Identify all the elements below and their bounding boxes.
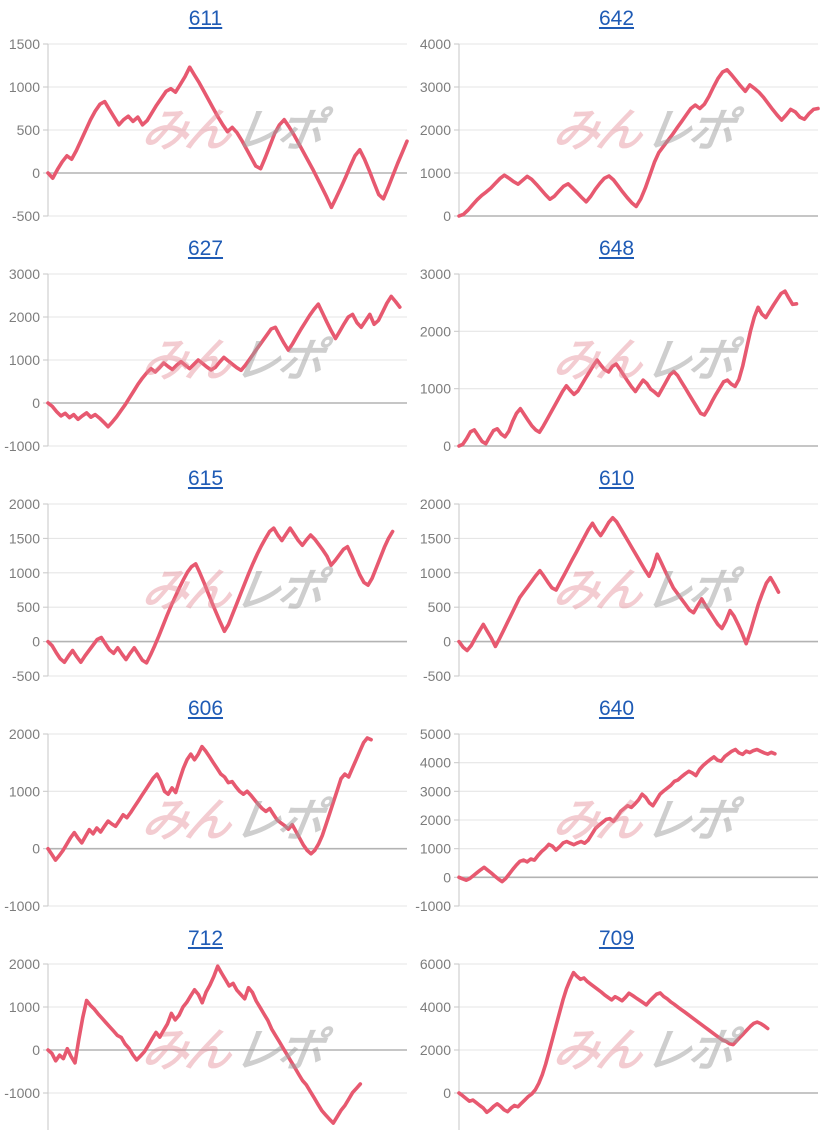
svg-text:0: 0 [32,1042,40,1058]
chart-svg: 1500 1000 500 0 -500 [9,36,409,224]
svg-text:0: 0 [443,634,451,650]
svg-text:-1000: -1000 [4,1085,40,1101]
chart-cell-611: 611 1500 1000 500 0 -500 みんレポ [0,0,411,230]
chart-svg: 5000 4000 3000 2000 1000 0 -1000 [415,726,818,914]
chart-cell-627: 627 3000 2000 1000 0 -1000 みんレポ [0,230,411,460]
svg-text:-1000: -1000 [4,438,40,454]
svg-text:2000: 2000 [9,956,40,972]
machine-link-648[interactable]: 648 [598,237,635,260]
machine-link-712[interactable]: 712 [187,927,224,950]
svg-text:0: 0 [443,869,451,885]
machine-link-709[interactable]: 709 [598,927,635,950]
svg-text:3000: 3000 [420,79,451,95]
chart-cell-648: 648 3000 2000 1000 0 みんレポ [411,230,822,460]
svg-text:-2000: -2000 [4,1128,40,1130]
line-chart-611: 1500 1000 500 0 -500 みんレポ [0,34,411,226]
svg-text:0: 0 [443,438,451,454]
chart-svg: 6000 4000 2000 0 -2000 [415,956,818,1130]
machine-link-611[interactable]: 611 [188,7,223,30]
svg-text:0: 0 [32,841,40,857]
machine-link-606[interactable]: 606 [187,697,224,720]
svg-text:6000: 6000 [420,956,451,972]
svg-text:2000: 2000 [9,309,40,325]
svg-text:-500: -500 [12,208,40,224]
svg-text:1000: 1000 [420,565,451,581]
svg-text:2000: 2000 [420,1042,451,1058]
svg-text:3000: 3000 [420,266,451,282]
svg-text:4000: 4000 [420,999,451,1015]
svg-text:0: 0 [32,165,40,181]
svg-text:-500: -500 [423,668,451,684]
svg-text:2000: 2000 [420,122,451,138]
svg-text:0: 0 [32,395,40,411]
chart-cell-615: 615 2000 1500 1000 500 0 -500 みんレポ [0,460,411,690]
svg-text:0: 0 [443,208,451,224]
svg-text:0: 0 [443,1085,451,1101]
svg-text:1500: 1500 [9,530,40,546]
svg-text:-1000: -1000 [415,898,451,914]
svg-text:1000: 1000 [420,841,451,857]
svg-text:2000: 2000 [420,812,451,828]
svg-text:-500: -500 [12,668,40,684]
chart-cell-606: 606 2000 1000 0 -1000 みんレポ [0,690,411,920]
svg-text:0: 0 [32,634,40,650]
line-chart-606: 2000 1000 0 -1000 みんレポ [0,724,411,916]
chart-cell-610: 610 2000 1500 1000 500 0 -500 みんレポ [411,460,822,690]
machine-link-642[interactable]: 642 [598,7,635,30]
svg-text:4000: 4000 [420,755,451,771]
svg-text:-2000: -2000 [415,1128,451,1130]
chart-svg: 2000 1500 1000 500 0 -500 [9,496,407,684]
svg-text:4000: 4000 [420,36,451,52]
svg-text:1000: 1000 [9,999,40,1015]
svg-text:5000: 5000 [420,726,451,742]
svg-text:1000: 1000 [9,352,40,368]
machine-link-640[interactable]: 640 [598,697,635,720]
machine-link-627[interactable]: 627 [187,237,224,260]
svg-text:3000: 3000 [420,783,451,799]
chart-svg: 4000 3000 2000 1000 0 [420,36,820,224]
line-chart-640: 5000 4000 3000 2000 1000 0 -1000 みんレポ [411,724,822,916]
chart-svg: 3000 2000 1000 0 -1000 [4,266,407,454]
line-chart-615: 2000 1500 1000 500 0 -500 みんレポ [0,494,411,686]
svg-text:500: 500 [17,599,41,615]
svg-text:1000: 1000 [9,79,40,95]
machine-link-610[interactable]: 610 [598,467,635,490]
svg-text:1000: 1000 [420,381,451,397]
svg-text:1500: 1500 [9,36,40,52]
line-chart-610: 2000 1500 1000 500 0 -500 みんレポ [411,494,822,686]
svg-text:-1000: -1000 [4,898,40,914]
svg-text:2000: 2000 [9,496,40,512]
svg-text:3000: 3000 [9,266,40,282]
chart-cell-642: 642 4000 3000 2000 1000 0 みんレポ [411,0,822,230]
chart-svg: 2000 1000 0 -1000 [4,726,407,914]
svg-text:1500: 1500 [420,530,451,546]
svg-text:1000: 1000 [420,165,451,181]
svg-text:1000: 1000 [9,565,40,581]
svg-text:500: 500 [428,599,452,615]
svg-text:2000: 2000 [420,496,451,512]
chart-svg: 2000 1500 1000 500 0 -500 [420,496,818,684]
line-chart-642: 4000 3000 2000 1000 0 みんレポ [411,34,822,226]
svg-text:500: 500 [17,122,41,138]
line-chart-648: 3000 2000 1000 0 みんレポ [411,264,822,456]
line-chart-627: 3000 2000 1000 0 -1000 みんレポ [0,264,411,456]
svg-text:2000: 2000 [9,726,40,742]
chart-svg: 2000 1000 0 -1000 -2000 [4,956,407,1130]
svg-text:2000: 2000 [420,323,451,339]
chart-svg: 3000 2000 1000 0 [420,266,818,454]
chart-cell-640: 640 5000 4000 3000 2000 1000 0 -1000 みんレポ [411,690,822,920]
svg-text:1000: 1000 [9,783,40,799]
machine-link-615[interactable]: 615 [187,467,224,490]
